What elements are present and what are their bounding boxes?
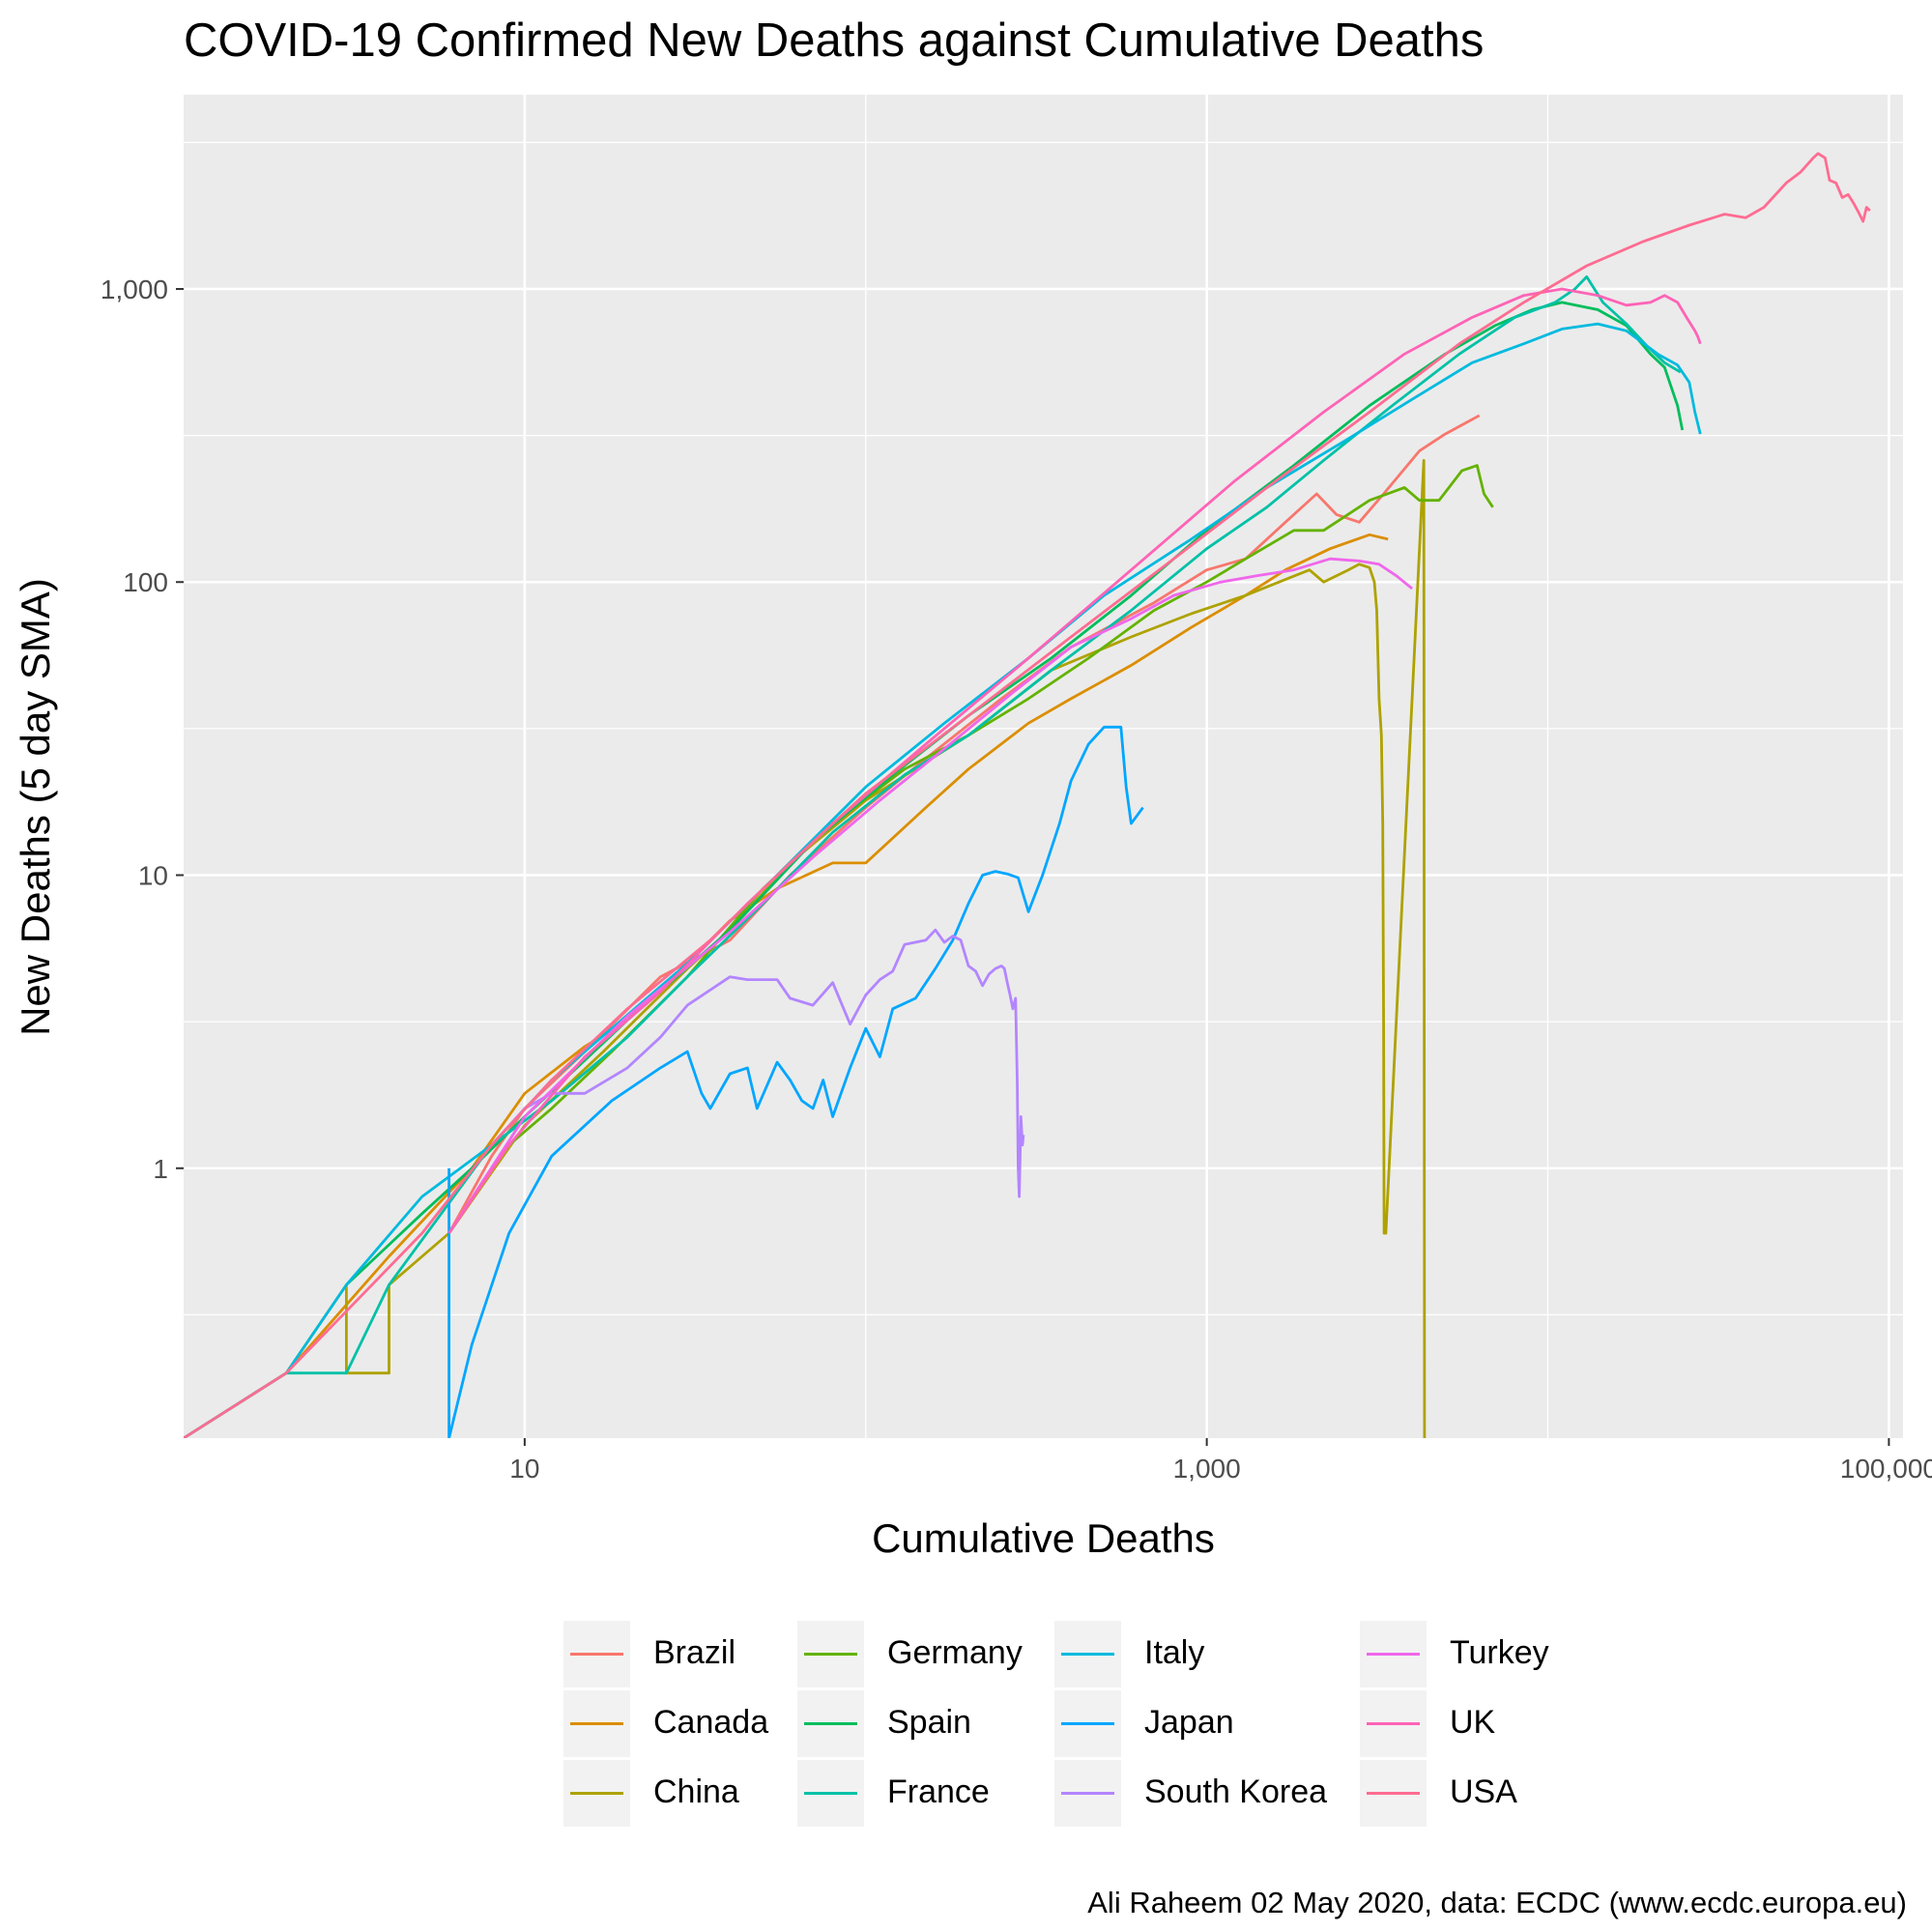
series-line-canada [285,533,1389,1374]
y-tick-labels: 1 10 100 1,000 [101,274,168,1184]
x-tick-label: 100,000 [1840,1454,1932,1484]
legend-key [797,1690,864,1757]
legend-label: South Korea [1144,1773,1328,1810]
legend-item-canada: Canada [563,1688,800,1757]
legend-swatch [1061,1653,1114,1656]
y-tick-label: 1,000 [101,274,168,304]
chart-title: COVID-19 Confirmed New Deaths against Cu… [184,14,1485,67]
legend-label: Turkey [1450,1634,1549,1671]
legend-item-brazil: Brazil [563,1619,800,1687]
legend-label: China [653,1773,739,1810]
legend-label: Germany [887,1634,1023,1671]
axis-ticks [176,287,1890,1446]
legend-key [1360,1690,1427,1757]
legend-key [563,1621,630,1687]
legend-key [563,1690,630,1757]
legend-swatch [1061,1722,1114,1725]
legend-swatch [1061,1792,1114,1795]
legend-label: Spain [887,1704,971,1741]
caption: Ali Raheem 02 May 2020, data: ECDC (www.… [1087,1886,1907,1919]
y-axis-title: New Deaths (5 day SMA) [13,578,58,1036]
legend-label: Brazil [653,1634,736,1671]
x-tick-label: 1,000 [1173,1454,1241,1484]
legend-item-japan: Japan [1054,1688,1291,1757]
legend-item-china: China [563,1758,800,1827]
legend-key [1054,1690,1121,1757]
y-tick-label: 100 [123,567,168,597]
legend-swatch [804,1722,857,1725]
grid-minor [184,95,1903,1438]
legend-swatch [1367,1722,1420,1725]
series-line-china [184,459,1427,1438]
x-tick-label: 10 [509,1454,539,1484]
plot-panel-background [184,95,1903,1438]
series-line-usa [184,152,1871,1438]
y-tick-label: 1 [153,1154,168,1184]
legend: Brazil Canada China Germany Spain France Italy… [563,1619,1549,1827]
legend-key [1360,1621,1427,1687]
legend-swatch [570,1653,623,1656]
legend-label: France [887,1773,990,1810]
series-line-japan [447,725,1144,1438]
legend-label: Italy [1144,1634,1205,1671]
legend-item-spain: Spain [797,1688,1034,1757]
legend-key [1054,1760,1121,1827]
legend-swatch [570,1792,623,1795]
legend-key [797,1760,864,1827]
series-lines [184,152,1871,1438]
legend-item-south-korea: South Korea [1054,1758,1327,1827]
legend-item-usa: USA [1360,1758,1597,1827]
legend-swatch [1367,1792,1420,1795]
legend-label: USA [1450,1773,1517,1810]
legend-item-italy: Italy [1054,1619,1291,1687]
x-axis-title: Cumulative Deaths [872,1515,1215,1561]
legend-item-turkey: Turkey [1360,1619,1597,1687]
legend-label: Canada [653,1704,769,1741]
legend-swatch [570,1722,623,1725]
legend-swatch [804,1792,857,1795]
x-tick-labels: 10 1,000 100,000 [509,1454,1932,1484]
series-line-turkey [447,557,1413,1234]
legend-label: UK [1450,1704,1496,1741]
legend-key [1054,1621,1121,1687]
legend-key [563,1760,630,1827]
legend-key [1360,1760,1427,1827]
legend-item-uk: UK [1360,1688,1597,1757]
y-tick-label: 10 [138,860,168,890]
legend-key [797,1621,864,1687]
legend-swatch [804,1653,857,1656]
legend-swatch [1367,1653,1420,1656]
legend-label: Japan [1144,1704,1234,1741]
series-line-south-korea [490,928,1025,1198]
legend-item-germany: Germany [797,1619,1034,1687]
legend-item-france: France [797,1758,1034,1827]
